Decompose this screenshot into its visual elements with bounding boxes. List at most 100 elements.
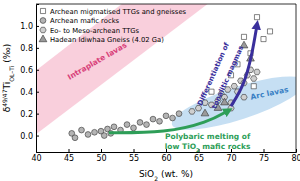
annotation: Polybaric melting of <box>165 132 251 141</box>
annotation: Arc lavas <box>250 85 290 102</box>
annotation: tonalitic magmas <box>210 44 245 110</box>
x-tick: 75 <box>259 149 269 163</box>
intraplate-region <box>36 4 208 134</box>
data-point <box>228 105 234 110</box>
data-point <box>111 124 117 130</box>
x-tick-label: 75 <box>259 154 269 163</box>
data-point <box>251 84 256 89</box>
plot-area: 40 45 50 55 60 65 70 75 80 0.0 0.2 0.4 0.6 0.8 1.0 Intr… <box>20 4 300 163</box>
data-point <box>124 122 130 128</box>
legend-label: Eo- to Meso-archean TTGs <box>50 27 140 35</box>
y-tick-label: 0.2 <box>20 110 33 119</box>
legend-entry: Archean migmatised TTGs and gneisses <box>40 8 186 16</box>
data-point <box>170 115 176 121</box>
data-point <box>85 132 91 138</box>
data-point <box>150 116 156 122</box>
x-tick-label: 65 <box>194 154 204 163</box>
x-tick-label: 45 <box>64 154 74 163</box>
data-point <box>176 111 182 117</box>
x-tick-mark <box>134 149 135 152</box>
x-tick-label: 40 <box>31 154 41 163</box>
y-tick: 0.0 <box>20 132 39 141</box>
y-tick-mark <box>36 26 39 27</box>
x-tick: 60 <box>161 149 171 163</box>
annotations: Intraplate lavasArc lavasDifferentiation… <box>66 40 290 153</box>
legend-entry: Archean mafic rocks <box>40 17 119 25</box>
y-tick-mark <box>36 136 39 137</box>
data-point <box>189 109 195 114</box>
x-tick-label: 70 <box>226 154 236 163</box>
data-point <box>254 69 260 74</box>
legend-label: Archean mafic rocks <box>50 17 120 25</box>
data-point <box>261 37 266 42</box>
annotation: Intraplate lavas <box>66 40 129 81</box>
x-tick: 55 <box>129 149 139 163</box>
annotation-part: low TiO <box>165 142 196 151</box>
data-point <box>251 76 257 81</box>
melting-arrow <box>109 111 229 133</box>
y-axis-title-part: 49/47 <box>1 89 8 106</box>
x-tick: 50 <box>96 149 106 163</box>
x-tick-label: 80 <box>291 154 300 163</box>
legend-entry: Hadean Idiwhaa Gneiss (4.02 Ga) <box>39 35 164 44</box>
data-point <box>144 122 150 128</box>
y-axis: 0.0 0.2 0.4 0.6 0.8 1.0 <box>20 5 39 153</box>
y-axis-line <box>37 5 40 153</box>
y-tick-mark <box>36 70 39 71</box>
x-axis: 40 45 50 55 60 65 70 75 80 <box>31 149 300 163</box>
data-point <box>72 135 78 141</box>
frame-right <box>296 4 297 152</box>
x-tick-label: 55 <box>129 154 139 163</box>
y-tick-label: 1.0 <box>20 22 33 31</box>
x-tick-mark <box>69 149 70 152</box>
x-axis-title: SiO2 (wt. %) <box>139 169 193 181</box>
chart-svg: 40 45 50 55 60 65 70 75 80 0.0 0.2 0.4 0.6 0.8 1.0 Intr… <box>0 0 300 181</box>
data-point <box>92 129 98 135</box>
y-tick-mark <box>36 48 39 49</box>
data-point <box>254 15 259 20</box>
legend-marker <box>39 35 47 42</box>
y-axis-title-part: Ti <box>2 82 12 91</box>
legend-label: Archean migmatised TTGs and gneisses <box>50 8 187 16</box>
x-tick-mark <box>264 149 265 152</box>
y-axis-title-part: OL–Ti <box>8 65 15 82</box>
legend-marker <box>40 27 46 32</box>
x-tick: 45 <box>64 149 74 163</box>
x-axis-title-part: (wt. %) <box>158 169 193 179</box>
y-tick-mark <box>36 114 39 115</box>
annotation: low TiO2 mafic rocks <box>165 142 251 153</box>
annotation-part: mafic rocks <box>200 142 251 151</box>
data-point <box>131 125 137 131</box>
y-tick: 0.6 <box>20 66 39 75</box>
regions <box>36 4 296 140</box>
data-point <box>267 29 272 34</box>
y-tick: 0.8 <box>20 44 39 53</box>
y-tick-label: 0.8 <box>20 44 33 53</box>
legend-marker <box>40 8 45 13</box>
y-axis-title-part: (‰) <box>2 44 12 66</box>
chart-container: 40 45 50 55 60 65 70 75 80 0.0 0.2 0.4 0.6 0.8 1.0 Intr… <box>0 0 300 181</box>
x-tick-mark <box>296 149 297 152</box>
y-tick: 0.4 <box>20 88 39 97</box>
legend: Archean migmatised TTGs and gneissesArch… <box>39 8 186 45</box>
y-tick-label: 0.6 <box>20 66 33 75</box>
x-tick-mark <box>101 149 102 152</box>
y-tick: 0.2 <box>20 110 39 119</box>
legend-entry: Eo- to Meso-archean TTGs <box>40 27 140 35</box>
data-point <box>231 83 237 88</box>
data-point <box>163 113 169 119</box>
data-point <box>157 118 163 124</box>
data-point <box>241 34 246 39</box>
x-tick: 80 <box>291 149 300 163</box>
x-tick: 70 <box>226 149 236 163</box>
legend-label: Hadean Idiwhaa Gneiss (4.02 Ga) <box>50 36 164 44</box>
y-tick-label: 0.4 <box>20 88 33 97</box>
data-point <box>201 109 209 116</box>
x-axis-title-part: SiO <box>139 169 154 179</box>
y-tick-label: 0.0 <box>20 132 33 141</box>
x-tick-label: 50 <box>96 154 106 163</box>
y-axis-title: δ49/47TiOL–Ti (‰) <box>1 44 15 113</box>
y-tick: 1.0 <box>20 22 39 31</box>
data-point <box>101 133 107 139</box>
y-tick-mark <box>36 92 39 93</box>
